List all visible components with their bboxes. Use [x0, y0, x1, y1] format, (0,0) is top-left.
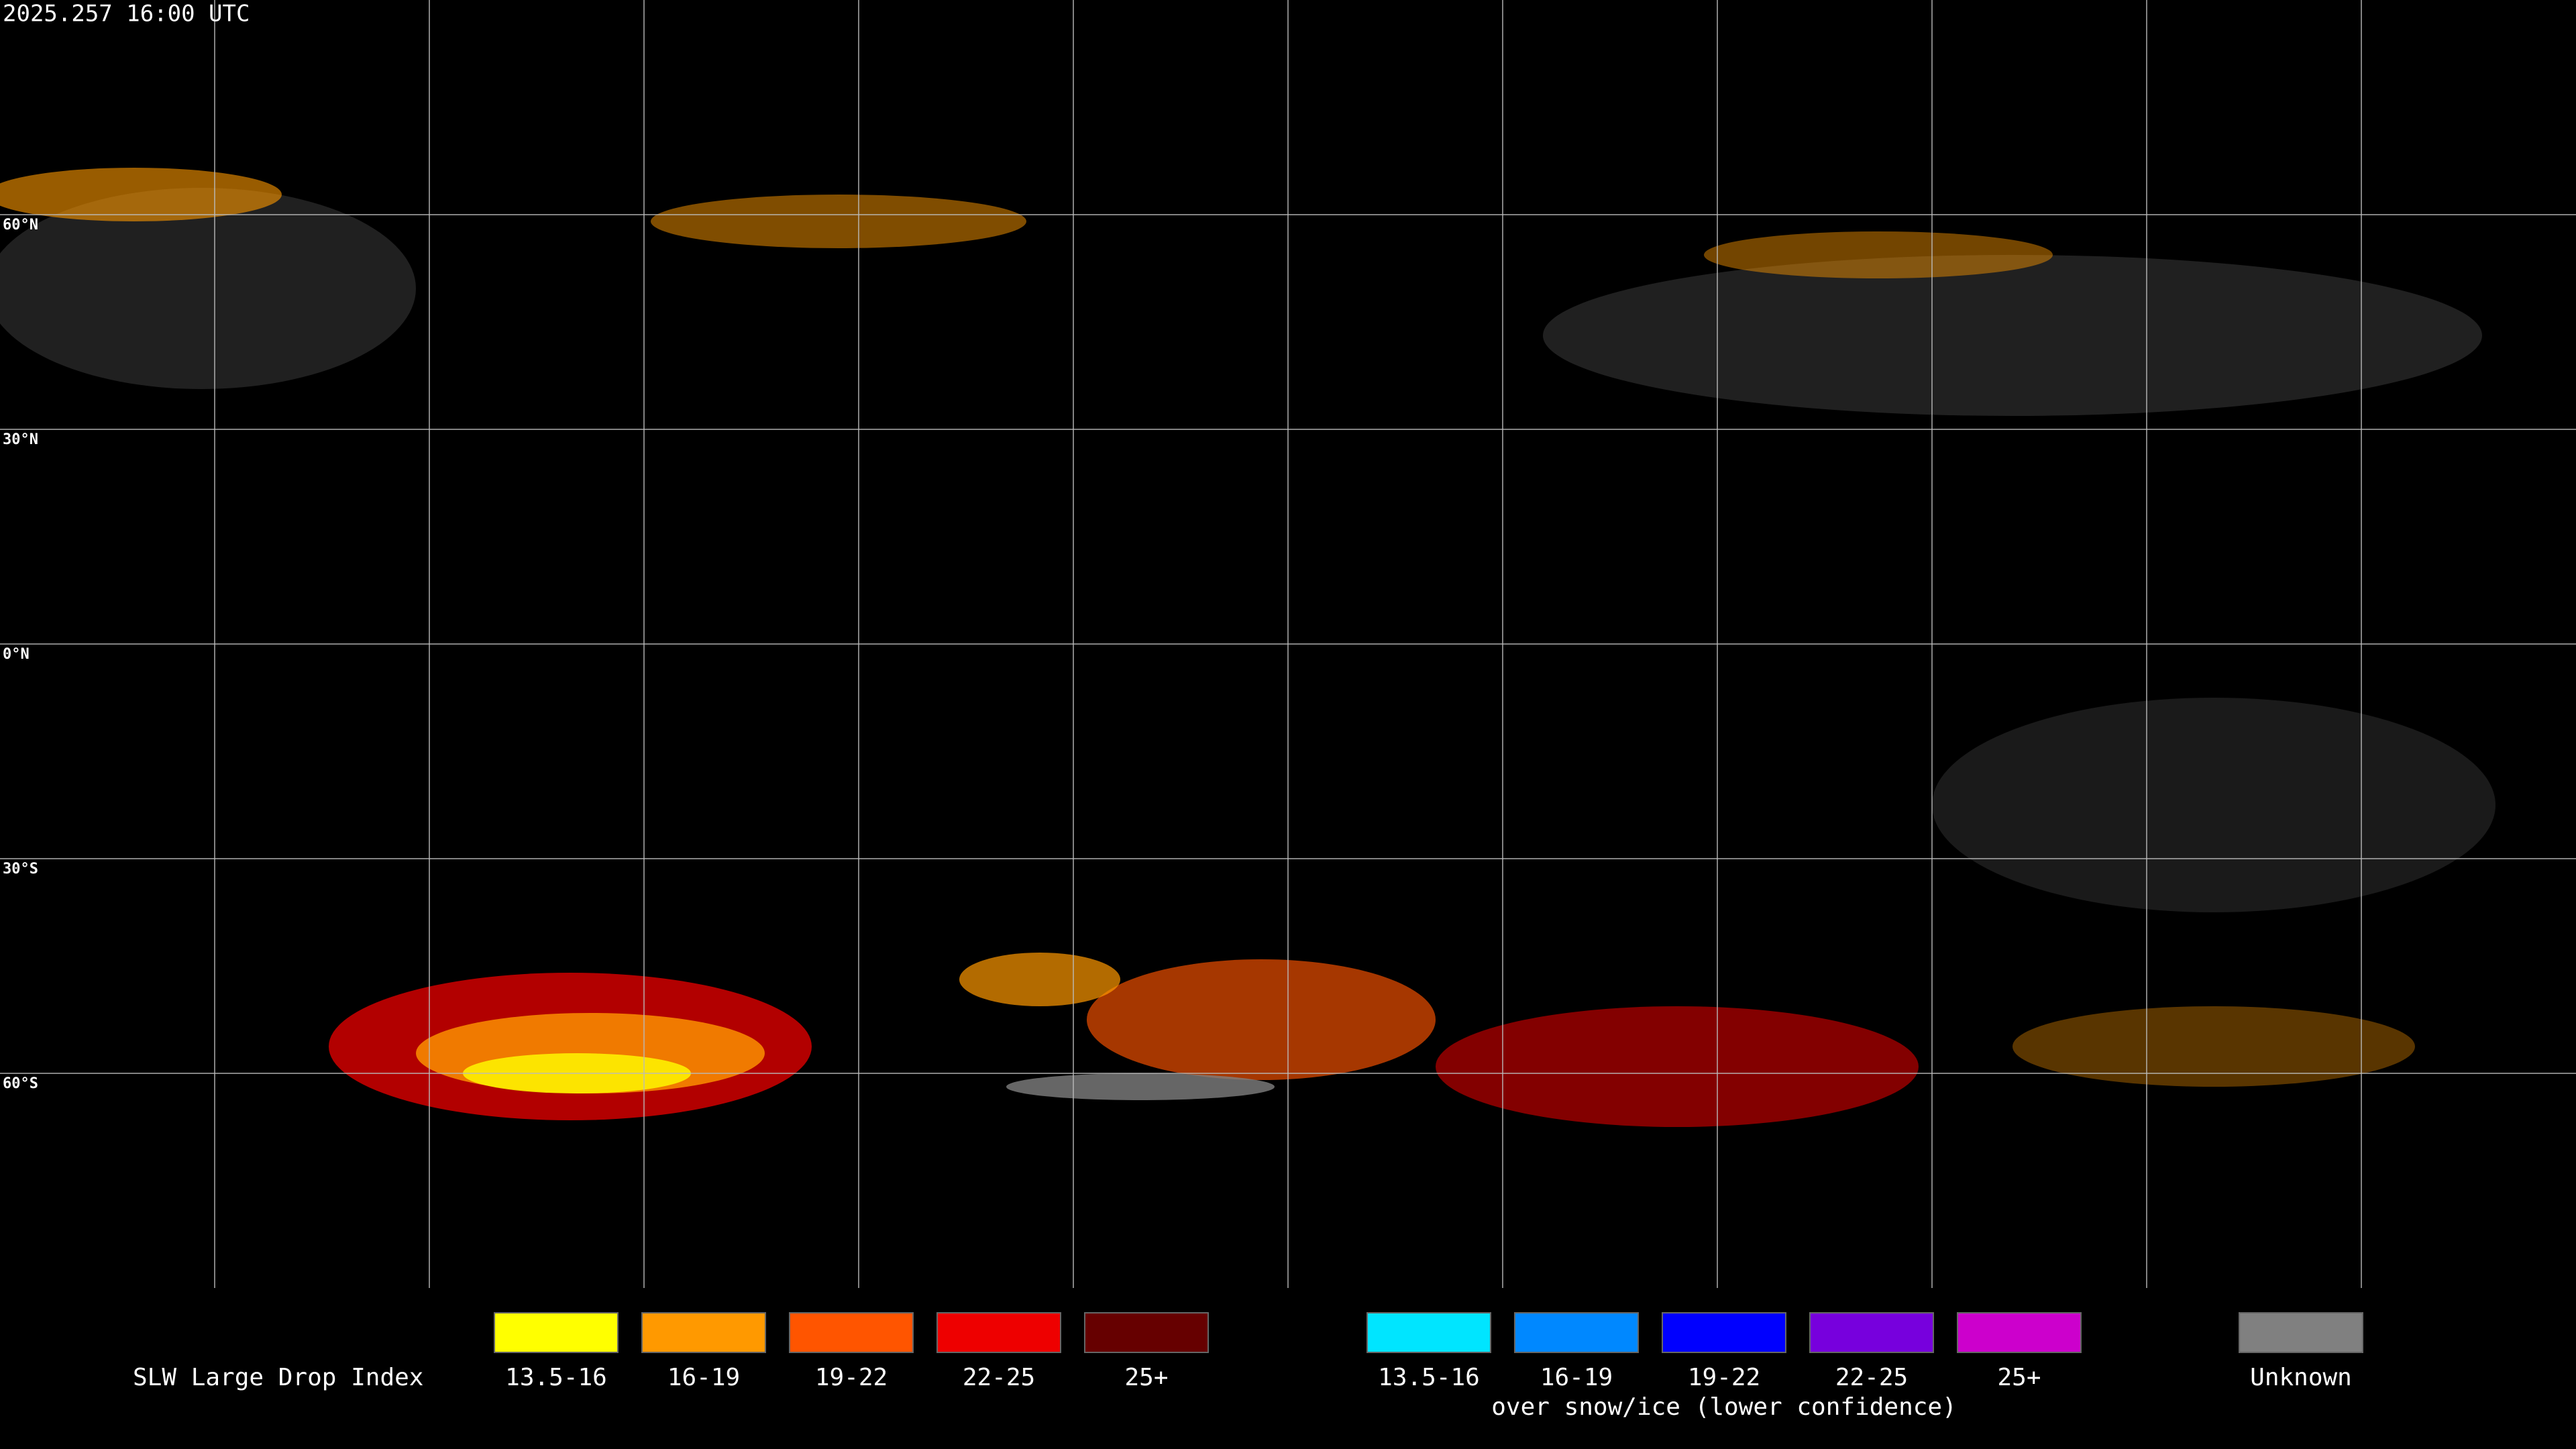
legend-label: Unknown: [2250, 1364, 2352, 1391]
cloud-patch: [1436, 1006, 1919, 1127]
cloud-field: [0, 168, 2496, 1127]
legend-label: 25+: [1124, 1364, 1168, 1391]
legend-swatch: [1957, 1312, 2082, 1353]
lat-label: 30°N: [3, 431, 38, 448]
legend: 13.5-16 16-19 19-22 22-25 25+ 13.5-16 16-19 19-…: [494, 1312, 2363, 1421]
lat-label: 60°S: [3, 1075, 38, 1092]
lat-label: 60°N: [3, 217, 38, 233]
cloud-patch: [1932, 698, 2496, 912]
lat-label: 0°N: [3, 646, 30, 663]
cloud-patch: [1087, 959, 1436, 1080]
cloud-patch: [0, 168, 282, 221]
legend-label: 22-25: [963, 1364, 1035, 1391]
legend-label: 22-25: [1835, 1364, 1908, 1391]
legend-label: 25+: [1997, 1364, 2041, 1391]
cloud-patch: [1543, 255, 2482, 416]
legend-panel: [0, 1288, 2576, 1449]
cloud-patch: [1006, 1073, 1275, 1100]
legend-title: SLW Large Drop Index: [133, 1364, 423, 1391]
cloud-patch: [959, 953, 1120, 1006]
legend-swatch: [936, 1312, 1061, 1353]
lat-label: 30°S: [3, 861, 38, 877]
legend-label: 19-22: [815, 1364, 888, 1391]
legend-swatch: [2239, 1312, 2363, 1353]
legend-swatch: [1084, 1312, 1209, 1353]
legend-swatch: [494, 1312, 619, 1353]
cloud-patch: [2012, 1006, 2415, 1087]
cloud-patch: [0, 188, 416, 389]
legend-label: 13.5-16: [505, 1364, 607, 1391]
legend-label: 16-19: [1540, 1364, 1613, 1391]
legend-swatch: [641, 1312, 766, 1353]
cloud-patch: [651, 195, 1026, 248]
legend-label: 19-22: [1688, 1364, 1760, 1391]
legend-swatch: [789, 1312, 914, 1353]
legend-label: 16-19: [667, 1364, 740, 1391]
legend-label: 13.5-16: [1378, 1364, 1480, 1391]
graticule: 60°N 30°N 0°N 30°S 60°S: [0, 0, 2576, 1288]
legend-swatch: [1366, 1312, 1491, 1353]
legend-caption: over snow/ice (lower confidence): [1491, 1393, 1957, 1421]
legend-swatch: [1514, 1312, 1639, 1353]
timestamp: 2025.257 16:00 UTC: [3, 1, 250, 28]
legend-swatch: [1662, 1312, 1786, 1353]
legend-swatch: [1809, 1312, 1934, 1353]
cloud-patch: [1704, 231, 2053, 278]
